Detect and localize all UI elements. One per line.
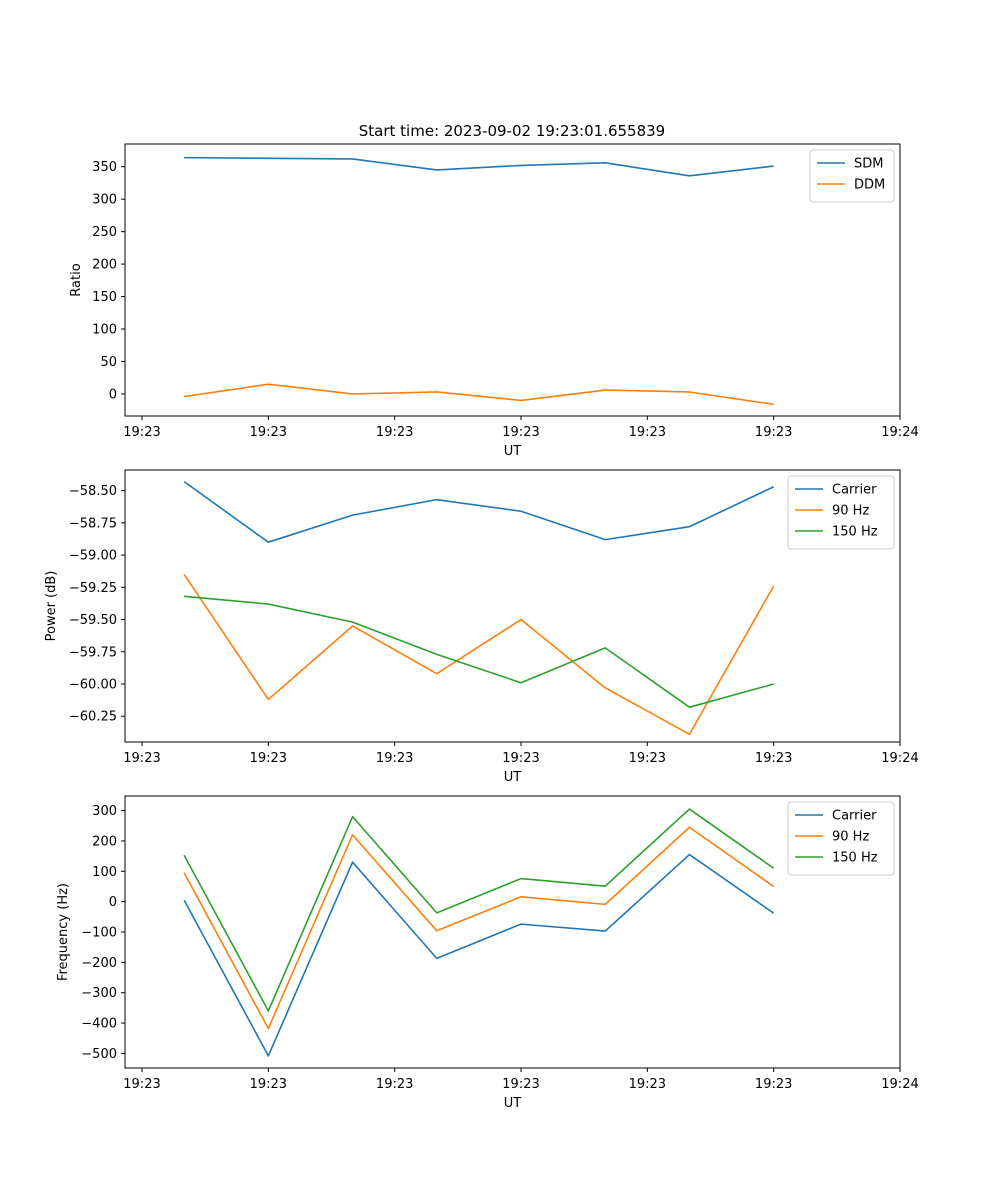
x-tick-label: 19:23 [123,751,160,766]
axes-frame [124,469,901,743]
x-tick-label: 19:23 [502,751,539,766]
y-tick-label: −300 [81,986,117,1001]
legend-label: Carrier [832,809,877,824]
y-tick-label: 0 [109,387,117,402]
x-tick-label: 19:23 [250,425,287,440]
x-tick-label: 19:23 [755,751,792,766]
y-tick-label: 50 [100,355,117,370]
x-tick-label: 19:23 [376,425,413,440]
x-tick-label: 19:23 [755,425,792,440]
y-tick-label: 100 [92,865,117,880]
legend-label: SDM [854,157,883,172]
y-tick-label: −59.00 [69,549,117,564]
y-tick-label: −58.75 [69,516,117,531]
y-tick-label: 350 [92,160,117,175]
series-line-carrier [183,853,775,1057]
x-tick-label: 19:23 [755,1077,792,1092]
x-tick-label: 19:23 [376,1077,413,1092]
subplot-2: 19:23 19:23 19:23 19:23 19:23 19:23 19:24 −60.2… [44,469,919,785]
series-line-sdm [184,156,774,177]
x-tick-label: 19:23 [629,1077,666,1092]
x-tick-label: 19:23 [123,425,160,440]
y-tick-label: −500 [81,1047,117,1062]
x-axis-label: UT [504,444,522,459]
y-tick-label: −60.00 [69,677,117,692]
x-tick-label: 19:24 [881,1077,918,1092]
legend: SDM DDM [809,149,895,203]
x-tick-label: 19:23 [502,425,539,440]
series-line-150-hz [183,808,775,1012]
y-tick-label: 0 [109,895,117,910]
y-tick-label: −200 [81,956,117,971]
series-line-150-hz [184,595,774,708]
x-tick-label: 19:23 [250,1077,287,1092]
x-tick-label: 19:23 [250,751,287,766]
subplot-3: 19:23 19:23 19:23 19:23 19:23 19:23 19:24 −500 −… [56,795,919,1111]
y-tick-label: 300 [92,193,117,208]
axes-frame [124,143,901,417]
y-axis-label: Power (dB) [44,571,59,642]
y-tick-label: 150 [92,290,117,305]
series-line-90-hz [183,573,775,736]
subplot-1: 19:23 19:23 19:23 19:23 19:23 19:23 19:24 0 50 10… [69,143,919,459]
x-tick-label: 19:23 [376,751,413,766]
x-tick-label: 19:23 [502,1077,539,1092]
y-tick-label: 100 [92,323,117,338]
y-axis-label: Ratio [69,263,84,296]
y-tick-label: −60.25 [69,710,117,725]
x-tick-label: 19:23 [629,425,666,440]
y-tick-label: −59.25 [69,581,117,596]
legend: Carrier 90 Hz 150 Hz [787,475,895,550]
y-tick-label: −59.50 [69,613,117,628]
charts: 19:23 19:23 19:23 19:23 19:23 19:23 19:24 0 50 10… [44,143,919,1111]
legend-label: 90 Hz [832,504,869,519]
x-tick-label: 19:24 [881,751,918,766]
legend: Carrier 90 Hz 150 Hz [787,801,895,876]
y-tick-label: 250 [92,225,117,240]
y-tick-label: 200 [92,258,117,273]
x-tick-label: 19:23 [123,1077,160,1092]
legend-label: 150 Hz [832,851,878,866]
x-axis-label: UT [504,1096,522,1111]
legend-label: 90 Hz [832,830,869,845]
legend-label: 150 Hz [832,525,878,540]
y-tick-label: 300 [92,804,117,819]
series-line-ddm [183,383,774,406]
y-axis-label: Frequency (Hz) [56,883,71,981]
y-tick-label: −59.75 [69,645,117,660]
x-tick-label: 19:23 [629,751,666,766]
x-axis-label: UT [504,770,522,785]
legend-label: DDM [854,178,885,193]
y-tick-label: 200 [92,834,117,849]
y-tick-label: −400 [81,1017,117,1032]
series-line-90-hz [183,826,775,1030]
x-tick-label: 19:24 [881,425,918,440]
series-line-carrier [183,480,775,543]
y-tick-label: −100 [81,926,117,941]
y-tick-label: −58.50 [69,484,117,499]
figure-title: Start time: 2023-09-02 19:23:01.655839 [359,122,665,140]
legend-label: Carrier [832,483,877,498]
